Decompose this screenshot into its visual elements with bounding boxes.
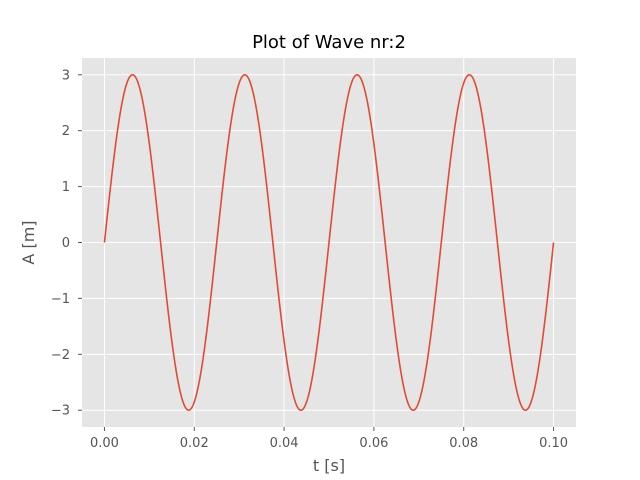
y-tick-label: 3: [62, 68, 70, 83]
x-tick-label: 0.04: [270, 436, 299, 451]
y-tick-label: 2: [62, 124, 70, 139]
y-tick-label: 1: [62, 180, 70, 195]
y-tick-label: 0: [62, 236, 70, 251]
x-axis-label: t [s]: [313, 456, 345, 475]
x-tick-label: 0.02: [180, 436, 209, 451]
x-tick-label: 0.00: [90, 436, 119, 451]
series-layer: [103, 73, 555, 412]
chart-title: Plot of Wave nr:2: [252, 32, 406, 53]
y-tick-label: −2: [51, 348, 70, 363]
wave-series-line: [103, 73, 555, 412]
y-tick-label: −1: [51, 292, 70, 307]
y-axis-label: A [m]: [19, 220, 38, 264]
x-tick-label: 0.10: [539, 436, 568, 451]
ticks: 0.00 0.02 0.04 0.06 0.08 0.10 −3 −2 −1 0 1 2 3: [51, 68, 568, 451]
x-tick-label: 0.08: [449, 436, 478, 451]
y-tick-label: −3: [51, 404, 70, 419]
x-tick-label: 0.06: [359, 436, 388, 451]
